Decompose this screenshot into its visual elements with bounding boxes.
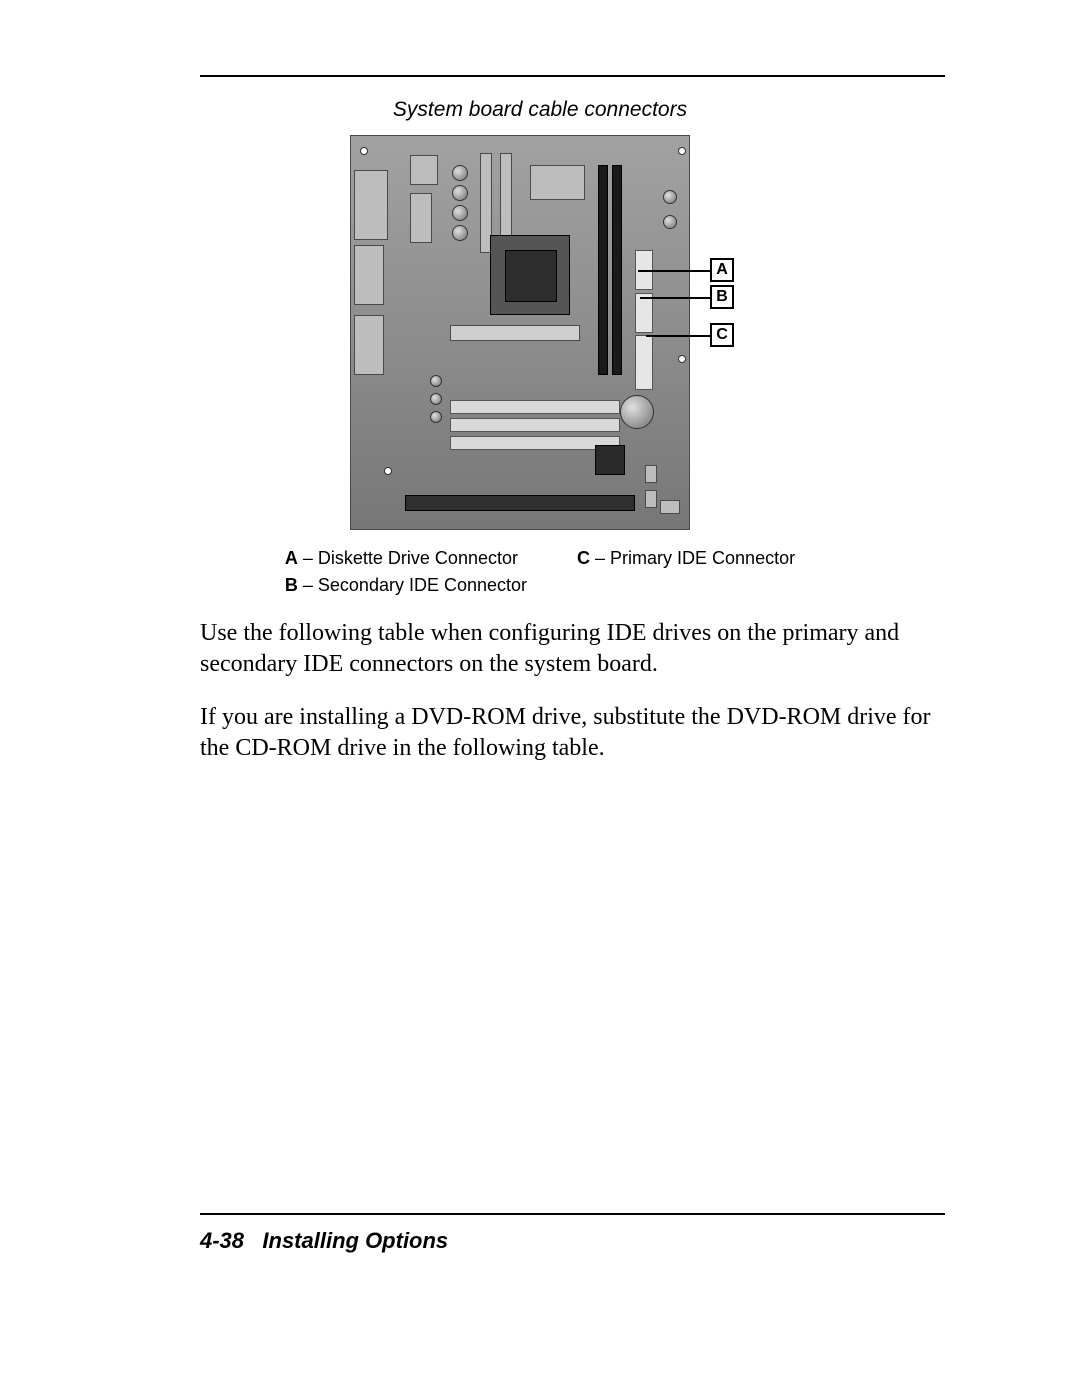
callout-line-c xyxy=(646,335,710,337)
header-pins xyxy=(660,500,680,514)
bottom-rule xyxy=(200,1213,945,1215)
document-page: System board cable connectors xyxy=(0,0,1080,1397)
header-pins xyxy=(645,490,657,508)
atx-power-connector xyxy=(530,165,585,200)
small-component xyxy=(410,155,438,185)
capacitor xyxy=(663,190,677,204)
callout-box-b: B xyxy=(710,285,734,309)
legend-col-right: C – Primary IDE Connector xyxy=(577,548,795,596)
header-pins xyxy=(645,465,657,483)
capacitor xyxy=(430,375,442,387)
dimm-slot xyxy=(612,165,622,375)
paragraph-2: If you are installing a DVD-ROM drive, s… xyxy=(200,702,945,764)
callout-box-a: A xyxy=(710,258,734,282)
legend-text-b: – Secondary IDE Connector xyxy=(298,575,527,595)
io-port-block xyxy=(354,315,384,375)
section-title: Installing Options xyxy=(262,1228,448,1253)
legend-col-left: A – Diskette Drive Connector B – Seconda… xyxy=(285,548,527,596)
mount-hole xyxy=(384,467,392,475)
legend-key-c: C xyxy=(577,548,590,568)
capacitor xyxy=(452,165,468,181)
paragraph-1: Use the following table when configuring… xyxy=(200,618,945,680)
mount-hole xyxy=(360,147,368,155)
top-rule xyxy=(200,75,945,77)
legend-text-c: – Primary IDE Connector xyxy=(590,548,795,568)
page-footer: 4-38 Installing Options xyxy=(200,1228,448,1254)
capacitor xyxy=(430,411,442,423)
callout-box-c: C xyxy=(710,323,734,347)
legend-text-a: – Diskette Drive Connector xyxy=(298,548,518,568)
agp-slot xyxy=(405,495,635,511)
primary-ide-connector xyxy=(635,335,653,390)
callout-line-b xyxy=(640,297,710,299)
small-component xyxy=(410,193,432,243)
chipset xyxy=(595,445,625,475)
expansion-slot xyxy=(450,400,620,414)
figure-caption: System board cable connectors xyxy=(0,98,1080,122)
legend-item-b: B – Secondary IDE Connector xyxy=(285,575,527,596)
bar-component xyxy=(450,325,580,341)
capacitor xyxy=(452,225,468,241)
legend-item-a: A – Diskette Drive Connector xyxy=(285,548,527,569)
coin-cell-battery xyxy=(620,395,654,429)
cpu-socket xyxy=(490,235,570,315)
capacitor xyxy=(663,215,677,229)
legend-key-a: A xyxy=(285,548,298,568)
mount-hole xyxy=(678,355,686,363)
dimm-slot xyxy=(598,165,608,375)
page-number: 4-38 xyxy=(200,1228,244,1253)
cpu-die xyxy=(505,250,557,302)
capacitor xyxy=(452,205,468,221)
capacitor xyxy=(430,393,442,405)
secondary-ide-connector xyxy=(635,293,653,333)
mount-hole xyxy=(678,147,686,155)
capacitor xyxy=(452,185,468,201)
diagram-legend: A – Diskette Drive Connector B – Seconda… xyxy=(0,548,1080,596)
legend-item-c: C – Primary IDE Connector xyxy=(577,548,795,569)
motherboard-diagram: A B C xyxy=(340,135,740,530)
io-port-block xyxy=(354,245,384,305)
legend-key-b: B xyxy=(285,575,298,595)
io-port-block xyxy=(354,170,388,240)
callout-line-a xyxy=(638,270,710,272)
expansion-slot xyxy=(450,418,620,432)
